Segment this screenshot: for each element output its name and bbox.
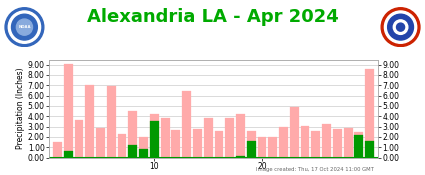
Bar [365, 141, 374, 158]
Bar [236, 156, 245, 158]
Circle shape [388, 14, 414, 40]
Bar [365, 69, 374, 158]
Bar [215, 131, 224, 158]
Bar [247, 131, 256, 158]
Bar [354, 135, 363, 158]
Circle shape [381, 8, 420, 47]
Circle shape [16, 19, 32, 35]
Text: NOAA: NOAA [18, 25, 31, 29]
Bar [53, 142, 62, 158]
Bar [150, 114, 159, 158]
Bar [139, 137, 148, 158]
Bar [268, 137, 277, 158]
Bar [182, 92, 191, 158]
Bar [247, 141, 256, 158]
Bar [193, 129, 202, 158]
Circle shape [393, 20, 408, 34]
Bar [322, 124, 331, 158]
Bar [258, 137, 266, 158]
Circle shape [397, 23, 405, 31]
Bar [96, 128, 105, 158]
Bar [161, 118, 170, 158]
Bar [171, 130, 180, 158]
Bar [344, 128, 352, 158]
Circle shape [11, 14, 37, 40]
Bar [333, 129, 342, 158]
Bar [107, 86, 116, 158]
Bar [64, 151, 73, 158]
Text: Image created: Thu, 17 Oct 2024 11:00 GMT: Image created: Thu, 17 Oct 2024 11:00 GM… [255, 166, 374, 172]
Circle shape [8, 11, 41, 43]
Bar [290, 107, 299, 158]
Bar [64, 64, 73, 158]
Bar [236, 114, 245, 158]
Bar [128, 145, 137, 158]
Bar [75, 120, 83, 158]
Bar [150, 121, 159, 158]
Bar [85, 85, 94, 158]
Text: Alexandria LA - Apr 2024: Alexandria LA - Apr 2024 [87, 8, 338, 26]
Y-axis label: Precipitation (Inches): Precipitation (Inches) [16, 68, 25, 149]
Bar [354, 132, 363, 158]
Bar [300, 125, 309, 158]
Circle shape [384, 11, 416, 43]
Bar [139, 149, 148, 158]
Bar [312, 131, 320, 158]
Bar [204, 118, 212, 158]
Bar [118, 134, 127, 158]
Bar [128, 111, 137, 158]
Bar [279, 127, 288, 158]
Circle shape [5, 8, 44, 47]
Bar [225, 118, 234, 158]
